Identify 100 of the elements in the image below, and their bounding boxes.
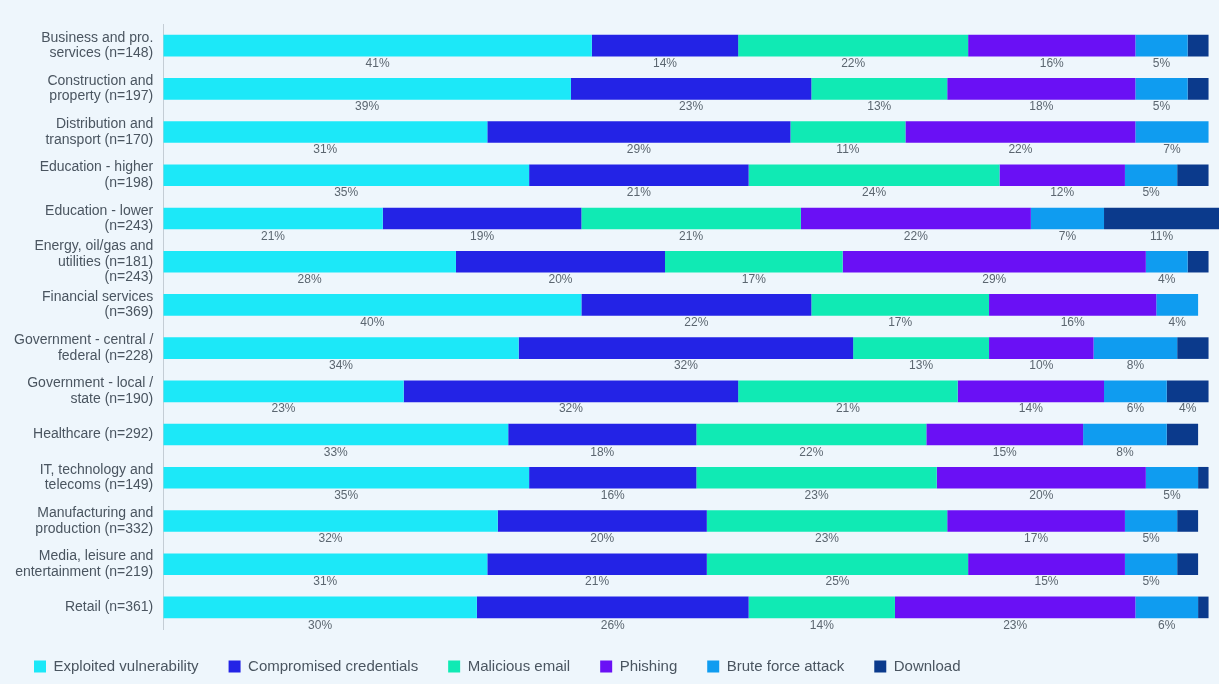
bar [947, 510, 1125, 532]
data-label: 14% [652, 55, 678, 70]
bar [476, 596, 749, 619]
data-label: 29% [982, 271, 1007, 286]
data-label: 18% [1029, 98, 1054, 113]
bar [163, 380, 404, 403]
data-label: 22% [799, 444, 824, 459]
bar [570, 78, 812, 100]
bar [1166, 380, 1209, 403]
y-tick-label: Education - higher (n=198) [39, 158, 154, 190]
bar [1030, 207, 1105, 230]
bar [508, 423, 697, 446]
data-label: 16% [600, 487, 626, 502]
data-label: 21% [835, 401, 861, 416]
data-label: 35% [334, 487, 359, 502]
data-label: 8% [1116, 444, 1134, 459]
bar [1177, 553, 1199, 575]
data-label: 28% [297, 271, 322, 286]
bar [163, 466, 530, 489]
bar [455, 250, 666, 273]
data-label: 22% [903, 228, 929, 243]
data-label: 24% [862, 185, 887, 200]
y-tick-label: Energy, oil/gas and utilities (n=181) (n=243) [34, 237, 154, 284]
data-label: 8% [1126, 358, 1145, 373]
bar [1166, 423, 1199, 446]
bar [1135, 34, 1188, 57]
y-tick-label: Education - lower (n=243) [45, 201, 154, 234]
bar [706, 553, 969, 575]
bar [163, 337, 519, 359]
data-label: 14% [1018, 401, 1044, 416]
bar [163, 207, 383, 230]
bar [1104, 380, 1167, 403]
data-label: 31% [313, 142, 338, 157]
bar [382, 207, 582, 230]
bar [497, 510, 707, 532]
data-label: 7% [1058, 228, 1077, 243]
data-label: 41% [365, 55, 390, 70]
bar [163, 553, 488, 575]
data-label: 5% [1152, 55, 1171, 70]
data-label: 14% [809, 617, 835, 632]
bar [163, 423, 509, 446]
data-label: 11% [1149, 228, 1174, 243]
bar [487, 553, 707, 575]
data-label: 22% [841, 55, 866, 70]
bar [968, 34, 1136, 57]
bar [1177, 164, 1209, 187]
data-label: 39% [355, 98, 380, 113]
data-label: 19% [470, 228, 495, 243]
bar [1187, 34, 1209, 57]
y-tick-label: Retail (n=361) [64, 598, 154, 615]
bar [853, 337, 990, 359]
y-tick-label: Healthcare (n=292) [33, 425, 154, 442]
bar [989, 294, 1157, 316]
bar [936, 466, 1146, 489]
data-label: 15% [1034, 574, 1059, 589]
bar [1124, 510, 1178, 532]
data-label: 11% [836, 142, 860, 157]
data-label: 30% [308, 617, 333, 632]
bar [1104, 207, 1219, 230]
bar [748, 164, 1000, 187]
legend-label: Malicious email [467, 656, 571, 674]
y-tick-label: Construction and property (n=197) [47, 71, 154, 104]
bar [1187, 78, 1209, 100]
y-tick-label: Manufacturing and production (n=332) [35, 504, 154, 536]
data-label: 23% [804, 487, 829, 502]
bar [591, 34, 739, 57]
bar [957, 380, 1105, 403]
bar [696, 466, 937, 489]
bar [738, 34, 969, 57]
data-label: 4% [1158, 271, 1176, 286]
data-label: 23% [1003, 617, 1028, 632]
bar [163, 250, 456, 273]
bar [518, 337, 854, 359]
data-label: 6% [1126, 401, 1145, 416]
bar [811, 294, 990, 316]
data-label: 10% [1029, 358, 1054, 373]
bar [163, 294, 582, 316]
data-label: 32% [318, 531, 343, 546]
data-label: 6% [1158, 617, 1176, 632]
data-label: 16% [1060, 315, 1085, 330]
bar [1145, 466, 1199, 489]
bar [968, 553, 1125, 575]
data-label: 29% [626, 142, 652, 157]
data-label: 20% [548, 271, 573, 286]
data-label: 40% [360, 315, 385, 330]
y-tick-label: Distribution and transport (n=170) [45, 115, 154, 147]
bar [163, 596, 477, 619]
bar [905, 121, 1136, 143]
bar [989, 337, 1094, 359]
data-label: 22% [1008, 142, 1033, 157]
data-label: 7% [1163, 142, 1181, 157]
bar [487, 121, 791, 143]
data-label: 13% [909, 358, 934, 373]
bar [1135, 596, 1199, 619]
bar [811, 78, 948, 100]
bar [1177, 510, 1199, 532]
legend-label: Compromised credentials [248, 656, 419, 674]
bar [1145, 250, 1188, 273]
bar [581, 207, 801, 230]
data-label: 21% [585, 574, 610, 589]
